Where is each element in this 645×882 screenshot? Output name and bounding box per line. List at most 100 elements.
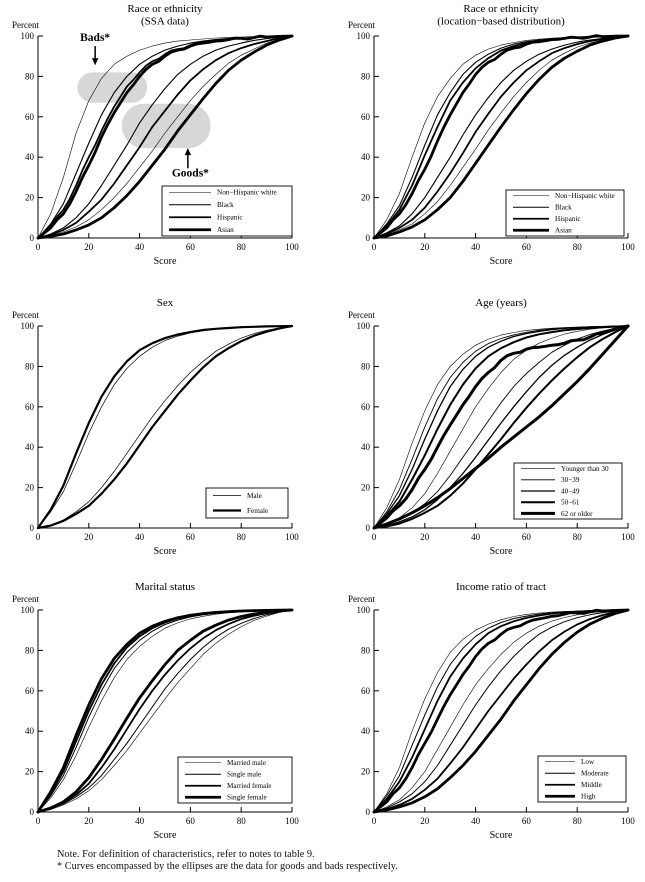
x-axis-label: Score xyxy=(490,830,513,841)
panel-sex: 0 20 40 60 80 100 0 20 40 60 80 100 Percent Score Sex M… xyxy=(0,290,323,562)
series-Non−Hispanic white (goods) xyxy=(373,35,629,239)
legend-label: Single male xyxy=(227,771,261,779)
panel-title: Age (years) xyxy=(475,297,527,309)
x-tick-label: 100 xyxy=(285,816,299,826)
y-tick-label: 60 xyxy=(361,686,371,696)
x-tick-label: 60 xyxy=(186,242,196,252)
y-tick-label: 0 xyxy=(366,807,371,817)
panel-race-ssa: 0 20 40 60 80 100 0 20 40 60 80 100 Percent Score Race… xyxy=(0,0,323,272)
legend-label: Middle xyxy=(581,781,602,789)
y-tick-label: 80 xyxy=(361,361,371,371)
x-axis-label: Score xyxy=(490,546,513,557)
series-Single female (bads) xyxy=(36,608,294,814)
x-tick-label: 80 xyxy=(237,816,247,826)
legend-label: 62 or older xyxy=(561,510,593,518)
y-tick-label: 20 xyxy=(361,193,371,203)
x-axis-label: Score xyxy=(154,830,177,841)
y-tick-label: 0 xyxy=(30,807,35,817)
y-axis-label: Percent xyxy=(12,20,39,30)
legend-box xyxy=(177,756,293,804)
series-Male (goods) xyxy=(37,325,293,529)
note-line-1: Note. For definition of characteristics,… xyxy=(57,849,315,860)
legend-label: Asian xyxy=(555,227,572,235)
series-40−49 (goods) xyxy=(373,325,629,529)
x-tick-label: 20 xyxy=(420,816,430,826)
panel-title: Income ratio of tract xyxy=(456,581,546,593)
legend-label: Female xyxy=(247,507,268,515)
note-line-2: * Curves encompassed by the ellipses are… xyxy=(57,860,398,872)
legend-label: High xyxy=(581,793,596,801)
annotation-label: Goods* xyxy=(172,167,209,179)
x-tick-label: 40 xyxy=(471,242,481,252)
x-axis-label: Score xyxy=(490,256,513,267)
y-tick-label: 40 xyxy=(25,442,35,452)
y-tick-label: 0 xyxy=(30,233,35,243)
x-tick-label: 80 xyxy=(573,816,583,826)
x-tick-label: 60 xyxy=(186,532,196,542)
panel-title: (SSA data) xyxy=(141,16,189,28)
y-tick-label: 80 xyxy=(361,71,371,81)
x-tick-label: 60 xyxy=(522,532,532,542)
legend-label: 40−49 xyxy=(561,487,580,495)
y-tick-label: 40 xyxy=(361,442,371,452)
x-tick-label: 0 xyxy=(36,532,41,542)
legend-label: 50−61 xyxy=(561,499,580,507)
legend-label: Non−Hispanic white xyxy=(217,189,277,197)
y-tick-label: 80 xyxy=(361,645,371,655)
panel-marital-status: 0 20 40 60 80 100 0 20 40 60 80 100 Percent Score Mari… xyxy=(0,574,323,846)
series-Moderate (goods) xyxy=(373,609,629,813)
x-tick-label: 20 xyxy=(420,242,430,252)
x-tick-label: 0 xyxy=(372,816,377,826)
legend-label: Married male xyxy=(227,759,266,767)
series-Middle (bads) xyxy=(373,609,629,813)
panel-title: (location−based distribution) xyxy=(437,16,565,28)
goods-ellipse xyxy=(121,103,211,149)
x-tick-label: 60 xyxy=(522,816,532,826)
legend-box xyxy=(537,755,627,803)
x-tick-label: 20 xyxy=(84,532,94,542)
y-axis-label: Percent xyxy=(348,594,375,604)
x-tick-label: 40 xyxy=(471,816,481,826)
series-50−61 (goods) xyxy=(373,325,629,529)
series-Non−Hispanic white (bads) xyxy=(37,35,293,239)
y-axis-label: Percent xyxy=(348,20,375,30)
y-tick-label: 0 xyxy=(366,523,371,533)
y-tick-label: 100 xyxy=(21,605,35,615)
y-tick-label: 100 xyxy=(357,605,371,615)
x-tick-label: 100 xyxy=(285,242,299,252)
x-tick-label: 0 xyxy=(372,242,377,252)
legend-box xyxy=(161,185,293,237)
y-tick-label: 100 xyxy=(21,31,35,41)
series-Non−Hispanic white (goods) xyxy=(37,35,293,239)
series-Black (goods) xyxy=(37,35,293,239)
series-62 or older (bads) xyxy=(372,324,630,530)
x-tick-label: 80 xyxy=(237,532,247,542)
legend-label: Asian xyxy=(217,226,234,234)
y-tick-label: 20 xyxy=(361,483,371,493)
legend-label: Non−Hispanic white xyxy=(555,192,615,200)
panel-title: Sex xyxy=(157,297,174,309)
series-Younger than 30 (goods) xyxy=(373,325,629,529)
y-tick-label: 80 xyxy=(25,71,35,81)
legend-label: 30−39 xyxy=(561,476,580,484)
x-tick-label: 40 xyxy=(471,532,481,542)
x-tick-label: 20 xyxy=(420,532,430,542)
figure-notes: Note. For definition of characteristics,… xyxy=(57,849,597,872)
y-tick-label: 100 xyxy=(357,321,371,331)
legend-label: Black xyxy=(555,204,572,212)
x-tick-label: 100 xyxy=(285,532,299,542)
series-High (goods) xyxy=(372,608,630,814)
legend-label: Younger than 30 xyxy=(561,465,609,473)
legend-label: Low xyxy=(581,758,595,766)
x-tick-label: 0 xyxy=(36,816,41,826)
x-tick-label: 100 xyxy=(621,532,635,542)
y-tick-label: 0 xyxy=(30,523,35,533)
y-tick-label: 80 xyxy=(25,645,35,655)
legend-label: Male xyxy=(247,492,262,500)
series-Asian (bads) xyxy=(372,34,630,240)
